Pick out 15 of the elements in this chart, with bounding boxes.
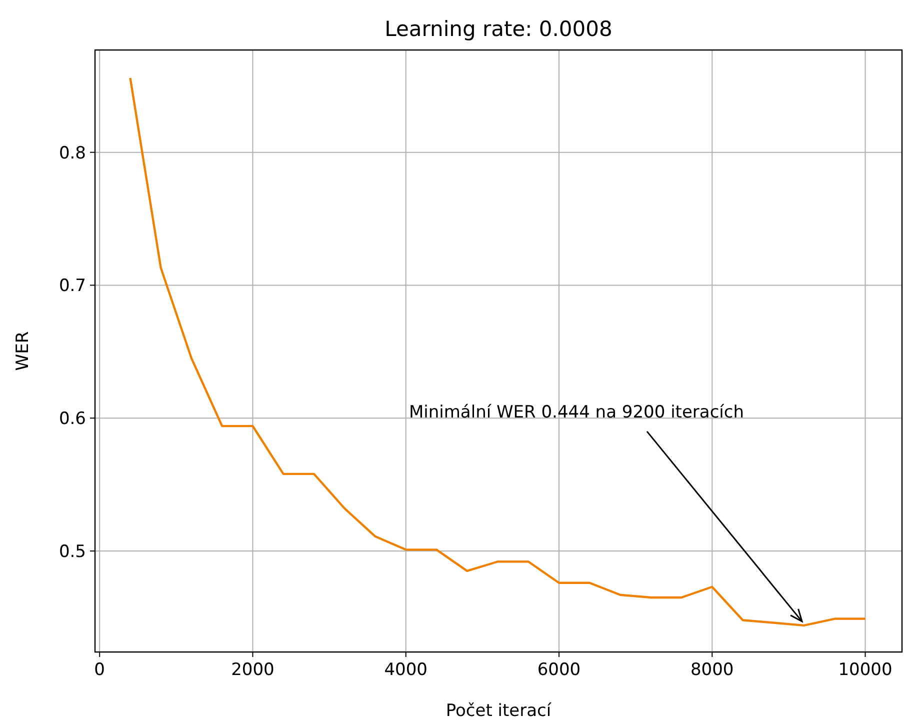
x-tick-label: 6000 (537, 660, 581, 680)
x-tick-label: 2000 (231, 660, 274, 680)
y-axis-title: WER (13, 331, 33, 371)
x-tick-label: 10000 (838, 660, 892, 680)
y-tick-label: 0.7 (58, 276, 86, 296)
chart-title: Learning rate: 0.0008 (384, 17, 612, 41)
x-tick-label: 8000 (690, 660, 734, 680)
y-tick-label: 0.5 (58, 542, 86, 562)
y-tick-label: 0.8 (58, 143, 86, 164)
y-tick-label: 0.6 (58, 409, 86, 430)
x-axis-title: Počet iterací (446, 701, 552, 720)
line-series (129, 76, 866, 627)
x-tick-label: 4000 (384, 660, 428, 680)
x-tick-label: 0 (94, 660, 106, 680)
annotation: Minimální WER 0.444 na 9200 iteracích (408, 402, 744, 422)
